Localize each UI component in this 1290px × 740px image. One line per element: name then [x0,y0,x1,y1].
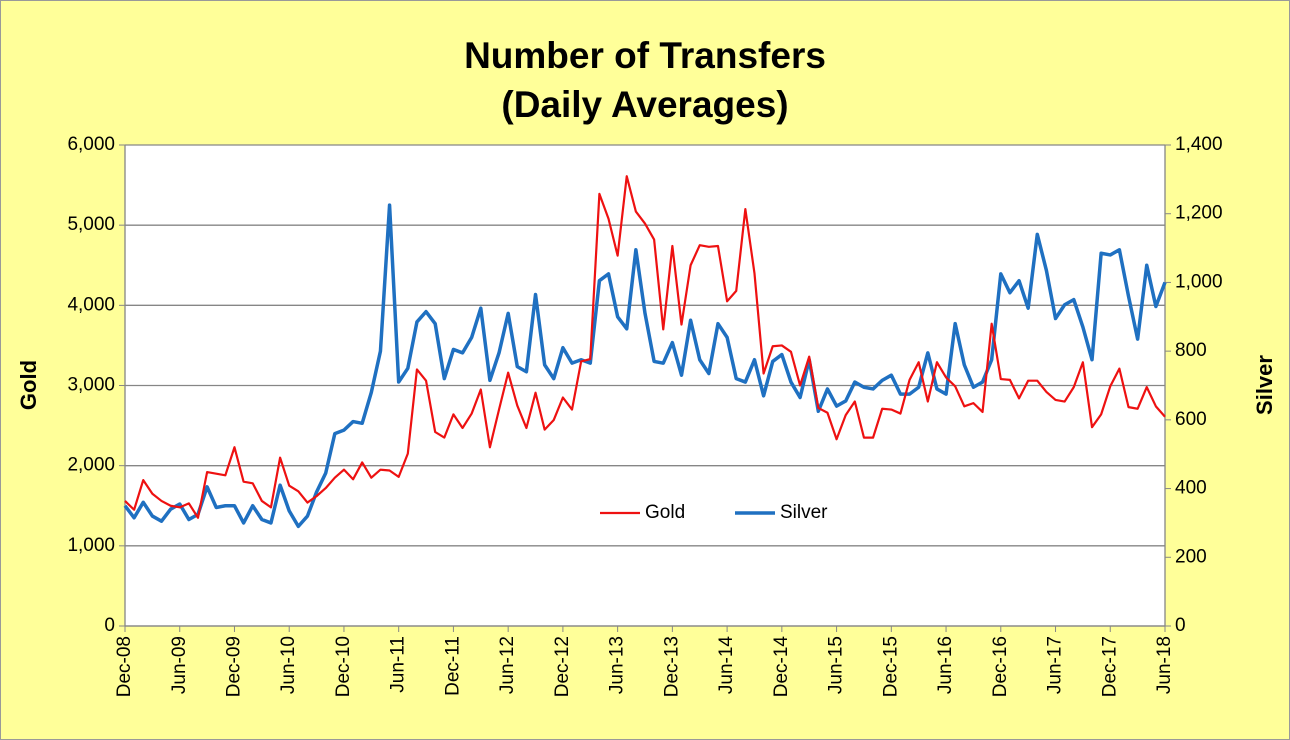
x-tick-label: Dec-08 [114,636,135,697]
y2-tick-label: 0 [1175,615,1186,636]
chart-subtitle: (Daily Averages) [501,84,788,125]
y2-axis-label: Silver [1252,355,1277,415]
y-axis-label: Gold [16,360,41,410]
x-tick-label: Jun-09 [169,636,190,694]
y2-tick-label: 1,400 [1175,134,1223,155]
x-tick-label: Jun-11 [388,636,409,693]
x-tick-label: Dec-13 [661,636,682,697]
x-tick-label: Dec-11 [442,636,463,696]
y2-tick-label: 400 [1175,478,1207,499]
x-tick-label: Jun-14 [716,636,737,695]
legend-label: Gold [645,502,685,523]
y-tick-label: 0 [104,615,115,636]
y-tick-label: 3,000 [67,375,115,396]
x-tick-label: Jun-17 [1045,636,1066,694]
legend-label: Silver [780,502,828,523]
x-tick-label: Dec-17 [1099,636,1120,697]
chart-title: Number of Transfers [464,35,826,76]
y-tick-label: 6,000 [67,134,115,155]
series-line [124,175,1166,519]
x-tick-label: Dec-15 [880,636,901,697]
y-tick-label: 5,000 [67,214,115,235]
y-tick-label: 2,000 [67,455,115,476]
x-tick-label: Dec-09 [223,636,244,697]
series-line [123,203,1167,529]
x-tick-label: Jun-10 [278,636,299,694]
y2-tick-label: 800 [1175,340,1207,361]
x-tick-label: Dec-12 [552,636,573,697]
x-tick-label: Jun-16 [935,636,956,694]
x-tick-label: Jun-12 [497,636,518,694]
y2-tick-label: 600 [1175,409,1207,430]
x-tick-label: Dec-10 [333,636,354,697]
y2-tick-label: 1,200 [1175,203,1223,224]
x-tick-label: Jun-13 [607,636,628,694]
x-tick-label: Jun-18 [1154,636,1175,694]
y-tick-label: 4,000 [67,294,115,315]
y-tick-label: 1,000 [67,535,115,556]
x-tick-label: Dec-16 [990,636,1011,697]
y2-tick-label: 200 [1175,546,1207,567]
x-tick-label: Dec-14 [771,636,792,698]
x-tick-label: Jun-15 [826,636,847,694]
y2-tick-label: 1,000 [1175,271,1223,292]
